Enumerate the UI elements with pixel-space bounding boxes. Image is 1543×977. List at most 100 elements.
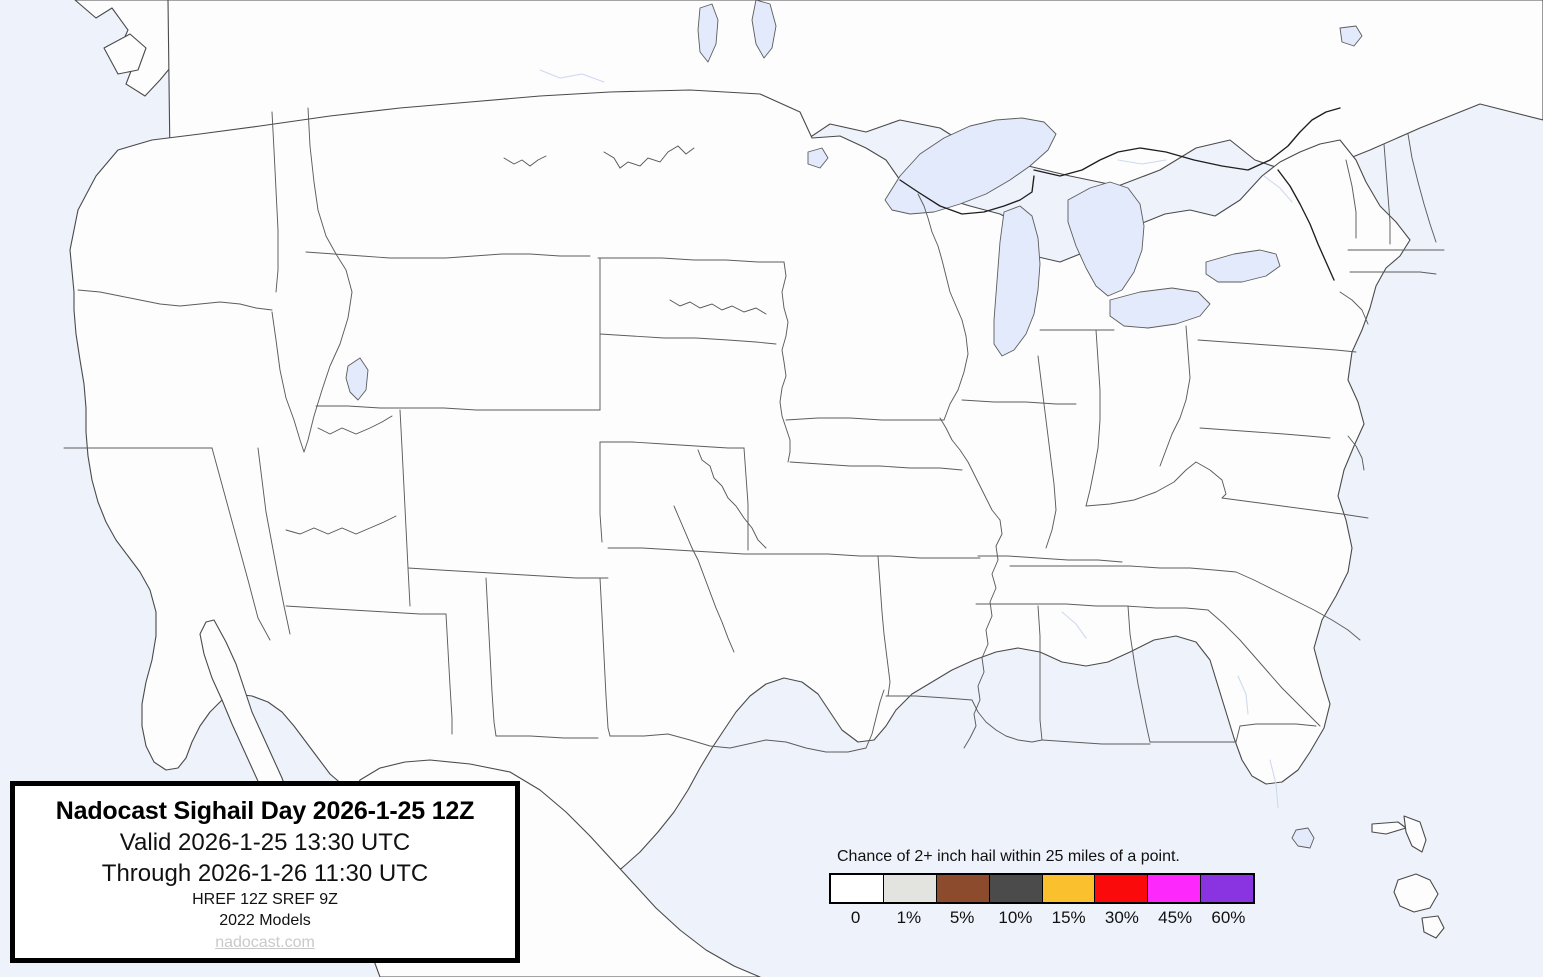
state-border-id-nv-ut [271,311,305,453]
model-year: 2022 Models [219,912,311,929]
river-generic-2 [1117,159,1167,165]
state-border-ga-sc [1207,609,1321,727]
state-border-ut-co [399,409,411,607]
us-canada-border-lakes [899,175,1035,215]
missouri-river-nd [697,449,767,549]
legend-swatch-30pct [1095,875,1149,902]
lake-huron [1067,181,1145,297]
legend-colorbar [829,873,1255,904]
lake-michigan [993,205,1041,357]
probability-legend: Chance of 2+ inch hail within 25 miles o… [829,848,1255,929]
legend-swatch-15pct [1042,875,1096,902]
bahamas-islands [1371,821,1407,835]
through-time: Through 2026-1-26 11:30 UTC [101,860,429,887]
state-border-co-ks [599,441,745,449]
state-border-oh-ky [1085,461,1197,507]
state-border-ct-ny [1349,271,1437,275]
state-border-ar-la-south [885,695,973,701]
snake-river [285,515,397,535]
vancouver-island [103,33,147,75]
state-border-ny-vt-nh [1345,159,1357,239]
lake-ontario [1205,249,1281,283]
state-border-wa-id [271,111,279,293]
state-border-il-in [1037,355,1057,549]
state-border-az-nm [445,613,453,735]
state-border-vt-nh [1383,143,1391,245]
product-title: Nadocast Sighail Day 2026-1-25 12Z [55,797,475,825]
state-border-pa-ny [1197,339,1357,353]
state-border-tn-ms-al-ga [975,603,1209,611]
canada-lake-small [1339,25,1363,47]
state-border-nh-me [1407,133,1437,243]
missouri-river-mid [503,155,547,167]
lake-of-the-woods [807,147,829,169]
legend-swatch-45pct [1148,875,1202,902]
great-salt-lake [345,357,369,401]
state-border-wi-il [961,399,1077,405]
cuba-island-2 [1421,915,1445,939]
state-border-md-pa [1199,427,1331,439]
legend-label-15pct: 15% [1051,908,1086,927]
state-border-ms-al [1037,605,1043,741]
state-border-wv-va [1195,461,1227,499]
state-border-wy-co [315,405,601,411]
river-generic-1 [539,69,605,83]
legend-tick-labels: 0 1% 5% 10% 15% 30% 45% 60% [829,907,1255,929]
lake-manitoba [751,0,777,59]
columbia-river [317,415,393,435]
state-border-mn-ia [785,417,945,421]
state-border-nd-sd [597,257,785,263]
state-border-sd-ia-mn [779,401,791,463]
state-border-ok-tx-south [609,733,867,753]
state-border-ga-fl [1149,723,1317,743]
state-border-ar-la [883,633,891,697]
state-border-ky-tn [1009,565,1237,573]
legend-label-45pct: 45% [1158,908,1193,927]
legend-swatch-1pct [883,875,937,902]
valid-time: Valid 2026-1-25 13:30 UTC [119,829,411,856]
state-border-nd-mn [779,261,789,403]
missouri-river-upper [603,145,695,169]
nadocast-website-link[interactable]: nadocast.com [215,934,315,951]
state-border-ks-ok [607,547,797,555]
state-border-al-ga [1127,605,1151,743]
state-border-sd-ne [599,333,777,345]
legend-swatch-10pct [989,875,1043,902]
river-generic-3 [1263,175,1293,203]
state-border-tx-la [865,689,885,749]
state-border-ok-tx-panhandle [599,577,611,737]
state-border-co-nm [407,567,609,579]
lake-erie [1109,287,1211,329]
river-generic-4 [1061,611,1087,639]
product-title-box: Nadocast Sighail Day 2026-1-25 12Z Valid… [10,781,520,963]
state-border-ia-il-river [939,417,1001,521]
state-border-ne-ks [599,441,603,543]
river-generic-5 [1237,675,1249,715]
legend-label-10pct: 10% [998,908,1033,927]
legend-swatch-0 [831,875,884,902]
state-border-mo-ky-tn [977,555,1123,563]
state-border-mo-ar [877,555,885,635]
state-border-ia-mo [789,461,963,471]
state-border-mo-ok-ar [795,553,981,559]
mississippi-river [963,519,1003,749]
state-border-ut-az [285,605,447,615]
state-border-mn-wi [917,193,969,421]
missouri-river-lower [673,505,735,653]
missouri-river-sd [669,299,767,315]
bahamas-islands-2 [1403,815,1427,853]
lake-superior [884,117,1057,215]
legend-label-0: 0 [850,908,861,927]
state-border-wa-or [77,289,273,311]
state-border-va-nc [1221,497,1369,519]
state-border-de-md [1347,435,1365,471]
legend-swatch-5pct [936,875,990,902]
legend-swatch-60pct [1201,875,1253,902]
st-lawrence-border [1277,169,1335,281]
state-border-nv-ca [211,447,271,641]
lake-winnipeg [697,3,719,63]
legend-label-60pct: 60% [1211,908,1246,927]
legend-label-5pct: 5% [949,908,975,927]
cuba-island [1393,873,1439,913]
